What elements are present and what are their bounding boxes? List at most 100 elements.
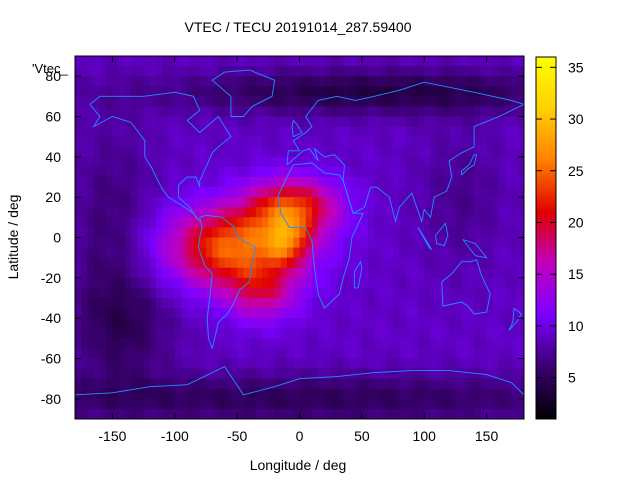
heatmap-cell — [405, 187, 413, 198]
heatmap-cell — [511, 388, 519, 400]
heatmap-cell — [168, 197, 176, 208]
heatmap-cell — [193, 308, 201, 319]
heatmap-cell — [442, 187, 450, 198]
heatmap-cell — [393, 257, 400, 269]
heatmap-cell — [499, 146, 506, 158]
heatmap-cell — [455, 156, 463, 168]
heatmap-cell — [274, 267, 282, 279]
heatmap-cell — [492, 207, 500, 218]
heatmap-cell — [343, 237, 350, 249]
heatmap-cell — [386, 277, 394, 289]
heatmap-cell — [205, 56, 213, 67]
heatmap-cell — [499, 187, 506, 198]
heatmap-cell — [287, 287, 294, 299]
heatmap-cell — [124, 388, 132, 400]
heatmap-cell — [305, 126, 313, 138]
heatmap-cell — [149, 136, 157, 148]
heatmap-cell — [517, 368, 524, 380]
heatmap-cell — [492, 368, 500, 380]
heatmap-cell — [187, 328, 195, 339]
heatmap-cell — [75, 66, 82, 77]
heatmap-cell — [287, 166, 294, 178]
heatmap-cell — [417, 247, 425, 259]
heatmap-cell — [511, 338, 519, 350]
heatmap-cell — [430, 207, 438, 218]
heatmap-cell — [492, 388, 500, 400]
heatmap-cell — [193, 136, 201, 148]
heatmap-cell — [156, 56, 163, 67]
heatmap-cell — [368, 398, 375, 410]
heatmap-cell — [212, 56, 220, 67]
heatmap-cell — [393, 398, 400, 410]
heatmap-cell — [212, 217, 220, 229]
heatmap-cell — [75, 257, 82, 269]
heatmap-cell — [81, 237, 89, 249]
heatmap-cell — [218, 328, 226, 339]
heatmap-cell — [93, 146, 101, 158]
heatmap-cell — [81, 187, 89, 198]
heatmap-cell — [237, 287, 244, 299]
heatmap-cell — [449, 328, 457, 339]
heatmap-cell — [411, 267, 419, 279]
heatmap-cell — [106, 207, 114, 218]
heatmap-cell — [449, 237, 457, 249]
heatmap-cell — [474, 66, 481, 77]
heatmap-cell — [424, 166, 432, 178]
heatmap-cell — [311, 217, 319, 229]
heatmap-cell — [124, 267, 132, 279]
heatmap-cell — [311, 348, 319, 360]
heatmap-cell — [368, 277, 375, 289]
heatmap-cell — [474, 146, 481, 158]
heatmap-cell — [168, 378, 176, 390]
heatmap-cell — [461, 207, 469, 218]
heatmap-cell — [237, 257, 244, 269]
heatmap-cell — [137, 257, 145, 269]
heatmap-cell — [143, 146, 151, 158]
heatmap-cell — [305, 227, 313, 239]
heatmap-cell — [162, 368, 170, 380]
heatmap-cell — [287, 328, 294, 339]
heatmap-cell — [143, 308, 151, 319]
heatmap-cell — [324, 287, 332, 299]
heatmap-cell — [305, 207, 313, 218]
heatmap-cell — [181, 408, 188, 419]
heatmap-cell — [368, 197, 375, 208]
heatmap-cell — [293, 166, 301, 178]
heatmap-cell — [149, 348, 157, 360]
heatmap-cell — [511, 237, 519, 249]
heatmap-cell — [380, 156, 388, 168]
heatmap-cell — [311, 177, 319, 188]
heatmap-cell — [380, 66, 388, 77]
heatmap-cell — [336, 156, 344, 168]
heatmap-cell — [442, 368, 450, 380]
heatmap-cell — [99, 298, 107, 309]
heatmap-cell — [442, 338, 450, 350]
heatmap-cell — [143, 116, 151, 128]
heatmap-cell — [324, 76, 332, 87]
heatmap-cell — [411, 287, 419, 299]
heatmap-cell — [361, 197, 369, 208]
heatmap-cell — [411, 217, 419, 229]
heatmap-cell — [162, 197, 170, 208]
heatmap-cell — [355, 166, 363, 178]
heatmap-cell — [511, 267, 519, 279]
heatmap-cell — [87, 106, 95, 118]
heatmap-cell — [137, 187, 145, 198]
heatmap-cell — [118, 106, 126, 118]
heatmap-cell — [99, 338, 107, 350]
heatmap-cell — [399, 298, 407, 309]
heatmap-cell — [517, 166, 524, 178]
heatmap-cell — [474, 86, 481, 97]
heatmap-cell — [299, 156, 307, 168]
heatmap-cell — [118, 267, 126, 279]
heatmap-cell — [424, 227, 432, 239]
heatmap-cell — [511, 287, 519, 299]
heatmap-cell — [430, 106, 438, 118]
heatmap-cell — [355, 328, 363, 339]
heatmap-cell — [187, 187, 195, 198]
heatmap-cell — [355, 86, 363, 97]
heatmap-cell — [187, 86, 195, 97]
heatmap-cell — [268, 136, 276, 148]
heatmap-cell — [230, 106, 238, 118]
heatmap-cell — [143, 197, 151, 208]
